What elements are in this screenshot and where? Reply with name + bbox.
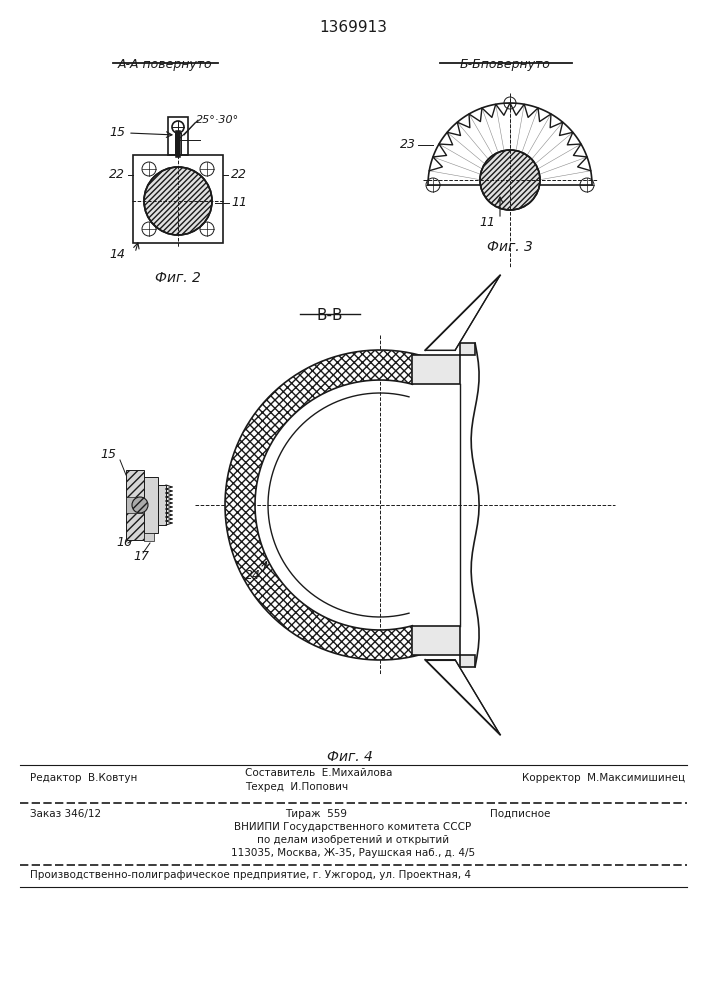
Text: Производственно-полиграфическое предприятие, г. Ужгород, ул. Проектная, 4: Производственно-полиграфическое предприя… [30, 870, 471, 880]
Text: Подписное: Подписное [490, 809, 550, 819]
Polygon shape [412, 626, 475, 667]
Text: Техред  И.Попович: Техред И.Попович [245, 782, 348, 792]
Text: 22: 22 [109, 168, 125, 182]
Text: 1369913: 1369913 [319, 20, 387, 35]
Text: 24: 24 [245, 569, 261, 582]
Text: 14: 14 [109, 248, 125, 261]
Bar [126, 497, 144, 513]
Text: 16: 16 [116, 536, 132, 550]
Text: 11: 11 [231, 196, 247, 210]
Circle shape [480, 150, 540, 210]
Polygon shape [425, 660, 500, 735]
Text: по делам изобретений и открытий: по делам изобретений и открытий [257, 835, 449, 845]
Text: Заказ 346/12: Заказ 346/12 [30, 809, 101, 819]
Text: Фиг. 2: Фиг. 2 [155, 271, 201, 285]
Text: 15: 15 [100, 448, 116, 462]
Text: 17: 17 [133, 550, 149, 564]
Bar [126, 470, 144, 540]
Circle shape [144, 167, 212, 235]
Bar [133, 155, 223, 243]
Circle shape [132, 497, 148, 513]
Text: Составитель  Е.Михайлова: Составитель Е.Михайлова [245, 768, 392, 778]
Text: Фиг. 3: Фиг. 3 [487, 240, 533, 254]
Text: 15: 15 [109, 126, 125, 139]
Text: Корректор  М.Максимишинец: Корректор М.Максимишинец [522, 773, 685, 783]
Text: 113035, Москва, Ж-35, Раушская наб., д. 4/5: 113035, Москва, Ж-35, Раушская наб., д. … [231, 848, 475, 858]
Bar [158, 485, 166, 525]
Bar [144, 477, 158, 533]
Text: 11: 11 [479, 217, 495, 230]
Text: Фиг. 4: Фиг. 4 [327, 750, 373, 764]
Text: 22: 22 [231, 168, 247, 182]
Polygon shape [425, 275, 500, 350]
Bar [168, 117, 188, 155]
Text: Б-Бповернуто: Б-Бповернуто [460, 58, 551, 71]
Polygon shape [412, 343, 475, 384]
Text: Тираж  559: Тираж 559 [285, 809, 347, 819]
Polygon shape [225, 350, 420, 660]
Bar [144, 533, 154, 541]
Text: А-А повернуто: А-А повернуто [117, 58, 212, 71]
Text: Редактор  В.Ковтун: Редактор В.Ковтун [30, 773, 137, 783]
Text: 23: 23 [400, 138, 416, 151]
Text: В-В: В-В [317, 308, 344, 323]
Text: ВНИИПИ Государственного комитета СССР: ВНИИПИ Государственного комитета СССР [235, 822, 472, 832]
Text: 25°·30°: 25°·30° [196, 115, 239, 125]
